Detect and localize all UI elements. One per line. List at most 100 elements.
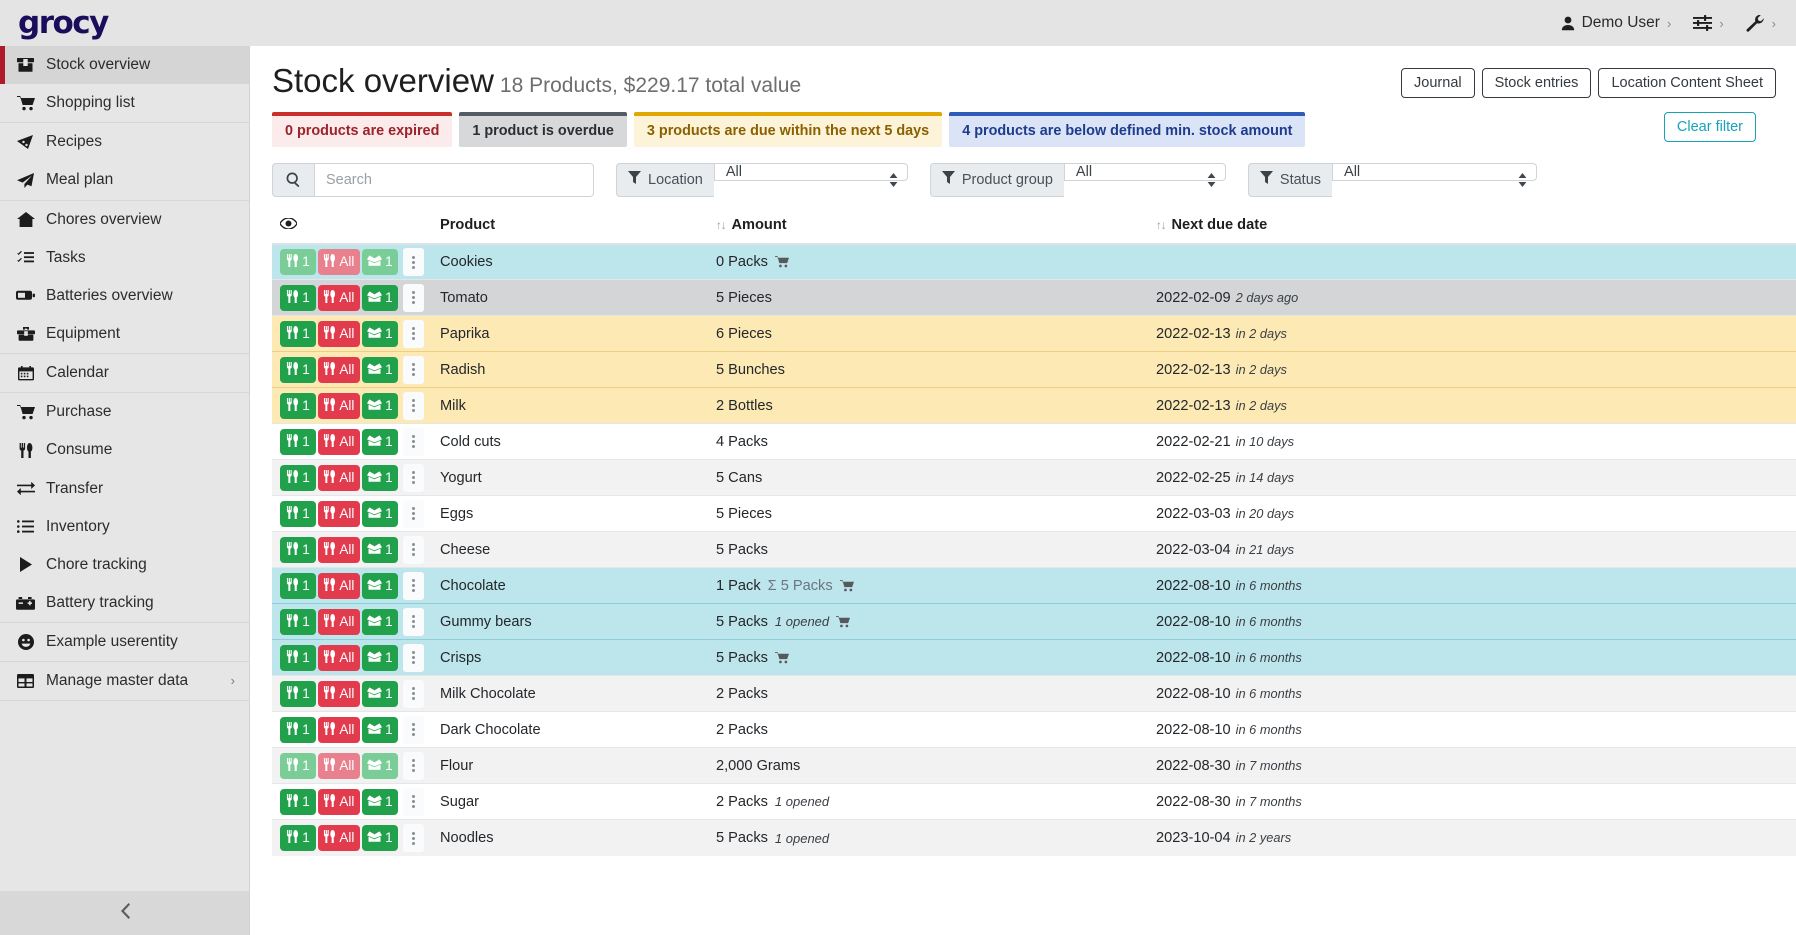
sidebar-item-meal-plan[interactable]: Meal plan xyxy=(0,161,249,199)
open-one-button[interactable]: 1 xyxy=(361,680,398,707)
location-content-sheet-button[interactable]: Location Content Sheet xyxy=(1598,68,1776,98)
open-one-button[interactable]: 1 xyxy=(361,572,398,599)
open-one-button[interactable]: 1 xyxy=(361,249,398,276)
consume-one-button[interactable]: 1 xyxy=(280,788,316,815)
table-row[interactable]: 1 All 1 Sugar 2 Packs 1 opened 2022-08-30 in 7… xyxy=(272,783,1796,820)
consume-all-button[interactable]: All xyxy=(318,752,360,779)
consume-one-button[interactable]: 1 xyxy=(280,392,316,419)
table-row[interactable]: 1 All 1 Flour 2,000 Grams 2022-08-30 in 7 mont… xyxy=(272,747,1796,784)
open-one-button[interactable]: 1 xyxy=(361,752,398,779)
consume-all-button[interactable]: All xyxy=(318,716,360,743)
sidebar-item-calendar[interactable]: Calendar xyxy=(0,354,249,392)
status-badge-due-soon[interactable]: 3 products are due within the next 5 day… xyxy=(633,111,943,147)
sidebar-item-consume[interactable]: Consume xyxy=(0,431,249,469)
sidebar-item-chores-overview[interactable]: Chores overview xyxy=(0,201,249,239)
consume-one-button[interactable]: 1 xyxy=(280,284,316,311)
table-row[interactable]: 1 All 1 Gummy bears 5 Packs 1 opened 2022-08… xyxy=(272,603,1796,640)
sidebar-item-example-userentity[interactable]: Example userentity xyxy=(0,623,249,661)
table-row[interactable]: 1 All 1 Milk 2 Bottles 2022-02-13 in 2 days xyxy=(272,387,1796,424)
row-more-menu-button[interactable] xyxy=(403,535,425,564)
table-row[interactable]: 1 All 1 Chocolate 1 Pack Σ 5 Packs 2022-08-1… xyxy=(272,567,1796,604)
row-more-menu-button[interactable] xyxy=(403,283,425,312)
open-one-button[interactable]: 1 xyxy=(361,320,398,347)
consume-one-button[interactable]: 1 xyxy=(280,752,316,779)
open-one-button[interactable]: 1 xyxy=(361,716,398,743)
status-badge-below-min-stock[interactable]: 4 products are below defined min. stock … xyxy=(949,111,1306,147)
product-group-select[interactable]: All xyxy=(1063,162,1226,181)
consume-all-button[interactable]: All xyxy=(318,608,360,635)
shopping-cart-icon[interactable] xyxy=(774,256,789,268)
consume-one-button[interactable]: 1 xyxy=(280,716,316,743)
status-select[interactable]: All xyxy=(1332,162,1538,181)
column-header-amount[interactable]: ↑↓ Amount xyxy=(708,210,1148,245)
table-row[interactable]: 1 All 1 Dark Chocolate 2 Packs 2022-08-10 in 6… xyxy=(272,711,1796,748)
table-row[interactable]: 1 All 1 Cold cuts 4 Packs 2022-02-21 in 10 day… xyxy=(272,423,1796,460)
open-one-button[interactable]: 1 xyxy=(361,464,398,491)
consume-one-button[interactable]: 1 xyxy=(280,320,316,347)
consume-one-button[interactable]: 1 xyxy=(280,644,316,671)
table-row[interactable]: 1 All 1 Noodles 5 Packs 1 opened 2023-10-04 in… xyxy=(272,819,1796,856)
table-row[interactable]: 1 All 1 Tomato 5 Pieces 2022-02-09 2 days ago xyxy=(272,279,1796,316)
search-input[interactable]: Search xyxy=(314,162,594,197)
open-one-button[interactable]: 1 xyxy=(361,392,398,419)
shopping-cart-icon[interactable] xyxy=(836,616,851,628)
row-more-menu-button[interactable] xyxy=(403,427,425,456)
sidebar-item-manage-master-data[interactable]: Manage master data › xyxy=(0,662,249,700)
sidebar-item-shopping-list[interactable]: Shopping list xyxy=(0,84,249,122)
sidebar-item-recipes[interactable]: Recipes xyxy=(0,123,249,161)
row-more-menu-button[interactable] xyxy=(403,679,425,708)
sidebar-item-equipment[interactable]: Equipment xyxy=(0,315,249,353)
open-one-button[interactable]: 1 xyxy=(361,788,398,815)
row-more-menu-button[interactable] xyxy=(403,787,425,816)
sidebar-item-batteries-overview[interactable]: Batteries overview xyxy=(0,277,249,315)
shopping-cart-icon[interactable] xyxy=(839,580,854,592)
shopping-cart-icon[interactable] xyxy=(774,652,789,664)
sidebar-item-transfer[interactable]: Transfer xyxy=(0,470,249,508)
journal-button[interactable]: Journal xyxy=(1401,68,1475,98)
status-badge-expired[interactable]: 0 products are expired xyxy=(272,111,453,147)
clear-filter-button[interactable]: Clear filter xyxy=(1663,111,1756,142)
consume-all-button[interactable]: All xyxy=(318,572,360,599)
open-one-button[interactable]: 1 xyxy=(361,500,398,527)
sidebar-collapse-button[interactable] xyxy=(0,891,249,935)
consume-all-button[interactable]: All xyxy=(318,464,360,491)
consume-all-button[interactable]: All xyxy=(318,356,360,383)
table-row[interactable]: 1 All 1 Cookies 0 Packs xyxy=(272,243,1796,280)
consume-one-button[interactable]: 1 xyxy=(280,356,316,383)
consume-all-button[interactable]: All xyxy=(318,500,360,527)
consume-all-button[interactable]: All xyxy=(318,320,360,347)
row-more-menu-button[interactable] xyxy=(403,824,425,853)
consume-one-button[interactable]: 1 xyxy=(280,249,316,276)
sidebar-item-battery-tracking[interactable]: Battery tracking xyxy=(0,584,249,622)
brand[interactable]: grocy xyxy=(0,7,250,39)
open-one-button[interactable]: 1 xyxy=(361,536,398,563)
open-one-button[interactable]: 1 xyxy=(361,428,398,455)
consume-all-button[interactable]: All xyxy=(318,644,360,671)
column-header-next-due-date[interactable]: ↑↓ Next due date xyxy=(1148,210,1796,245)
tools-menu[interactable]: › xyxy=(1746,14,1776,32)
open-one-button[interactable]: 1 xyxy=(361,825,398,852)
location-select[interactable]: All xyxy=(713,162,908,181)
consume-one-button[interactable]: 1 xyxy=(280,464,316,491)
table-row[interactable]: 1 All 1 Yogurt 5 Cans 2022-02-25 in 14 days xyxy=(272,459,1796,496)
table-row[interactable]: 1 All 1 Paprika 6 Pieces 2022-02-13 in 2 days xyxy=(272,315,1796,352)
table-row[interactable]: 1 All 1 Milk Chocolate 2 Packs 2022-08-10 in 6… xyxy=(272,675,1796,712)
open-one-button[interactable]: 1 xyxy=(361,284,398,311)
consume-one-button[interactable]: 1 xyxy=(280,428,316,455)
row-more-menu-button[interactable] xyxy=(403,643,425,672)
stock-entries-button[interactable]: Stock entries xyxy=(1481,68,1592,98)
sidebar-item-tasks[interactable]: Tasks xyxy=(0,239,249,277)
consume-all-button[interactable]: All xyxy=(318,392,360,419)
row-more-menu-button[interactable] xyxy=(403,751,425,780)
row-more-menu-button[interactable] xyxy=(403,715,425,744)
consume-all-button[interactable]: All xyxy=(318,249,360,276)
row-more-menu-button[interactable] xyxy=(403,463,425,492)
consume-one-button[interactable]: 1 xyxy=(280,500,316,527)
table-row[interactable]: 1 All 1 Eggs 5 Pieces 2022-03-03 in 20 days xyxy=(272,495,1796,532)
user-menu[interactable]: Demo User › xyxy=(1561,14,1671,32)
consume-one-button[interactable]: 1 xyxy=(280,680,316,707)
sidebar-item-purchase[interactable]: Purchase xyxy=(0,393,249,431)
row-more-menu-button[interactable] xyxy=(403,355,425,384)
consume-all-button[interactable]: All xyxy=(318,788,360,815)
consume-all-button[interactable]: All xyxy=(318,825,360,852)
